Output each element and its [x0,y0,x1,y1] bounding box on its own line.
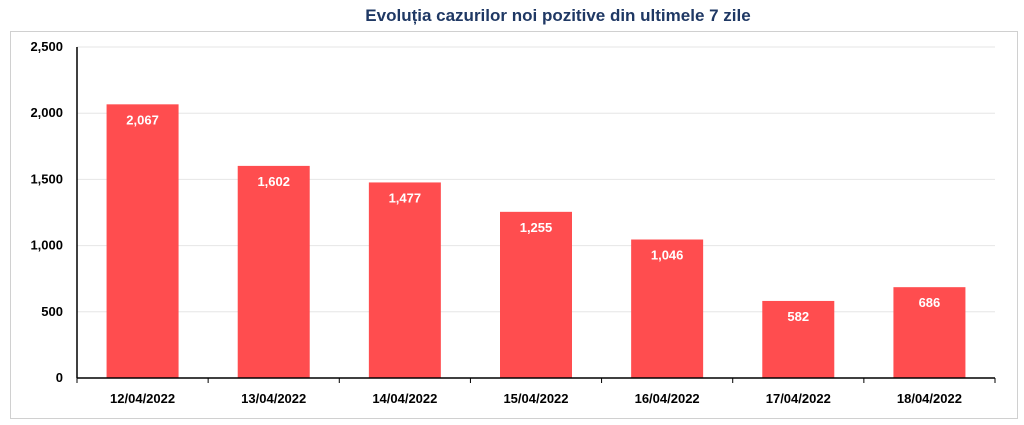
x-tick-label: 18/04/2022 [897,391,962,406]
y-tick-label: 1,500 [30,171,63,186]
data-label: 1,602 [257,174,290,189]
axes [76,47,996,383]
x-tick-label: 14/04/2022 [372,391,437,406]
bar [237,165,310,378]
bar [893,287,966,378]
bar [631,239,704,378]
data-label: 582 [787,309,809,324]
y-tick-label: 2,500 [30,39,63,54]
x-tick-label: 12/04/2022 [110,391,175,406]
x-tick-label: 17/04/2022 [766,391,831,406]
data-label: 2,067 [126,112,159,127]
data-label: 686 [919,295,941,310]
x-tick-label: 15/04/2022 [503,391,568,406]
x-tick-label: 16/04/2022 [635,391,700,406]
chart-title: Evoluția cazurilor noi pozitive din ulti… [365,6,751,25]
y-tick-label: 1,000 [30,238,63,253]
bar [368,182,441,378]
bar [500,211,572,378]
y-tick-label: 2,000 [30,105,63,120]
bar [106,104,179,379]
data-label: 1,477 [389,190,422,205]
y-tick-label: 0 [56,370,63,385]
chart-frame [10,31,1018,419]
y-tick-label: 500 [41,304,63,319]
bar [762,300,835,378]
data-label: 1,255 [520,220,553,235]
labels: 0 500 1,000 1,500 2,000 2,500 2,067 12/04/2022 1… [30,39,962,406]
x-tick-label: 13/04/2022 [241,391,306,406]
bars [106,104,966,379]
data-label: 1,046 [651,248,684,263]
